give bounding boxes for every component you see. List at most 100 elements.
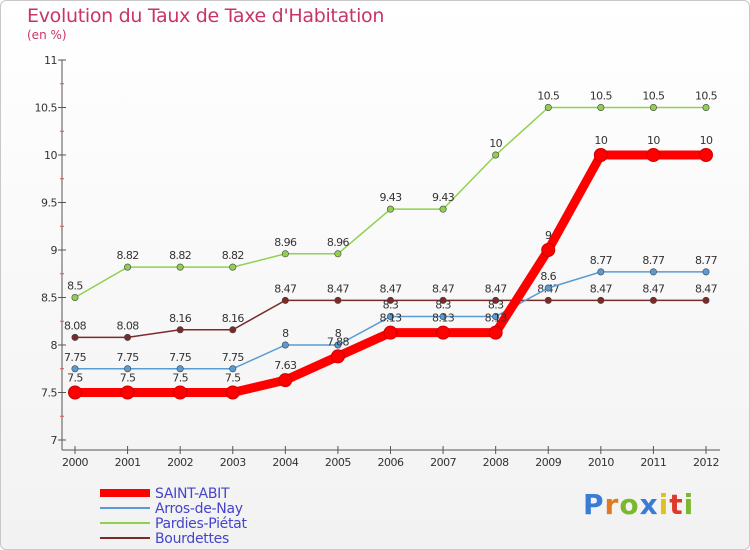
- data-label: 8.13: [379, 312, 402, 325]
- data-point: [492, 312, 500, 320]
- chart-title: Evolution du Taux de Taxe d'Habitation: [27, 5, 385, 27]
- data-label: 8.47: [590, 282, 613, 295]
- data-label: 8.77: [642, 254, 665, 267]
- x-tick-label: 2002: [167, 456, 193, 469]
- data-point: [330, 349, 345, 364]
- data-label: 8: [335, 327, 342, 340]
- data-point: [702, 268, 710, 276]
- data-label: 8.47: [642, 282, 665, 295]
- y-tick-label: 10.5: [35, 102, 58, 115]
- data-point: [699, 148, 713, 162]
- data-point: [439, 312, 447, 320]
- x-tick-label: 2012: [693, 456, 719, 469]
- data-label: 10: [594, 134, 607, 147]
- data-point: [71, 333, 79, 341]
- legend-label: SAINT-ABIT: [155, 486, 230, 502]
- data-label: 8.96: [274, 236, 297, 249]
- data-point: [124, 263, 132, 271]
- data-label: 8.82: [169, 249, 191, 262]
- x-tick-label: 2006: [378, 456, 404, 469]
- data-point: [229, 263, 237, 271]
- logo-letter: i: [658, 488, 670, 521]
- data-label: 7.5: [120, 372, 136, 385]
- data-label: 10.5: [590, 90, 613, 103]
- y-tick-label: 11: [44, 54, 57, 67]
- data-label: 9: [545, 229, 552, 242]
- data-point: [646, 148, 661, 162]
- x-tick-label: 2003: [220, 456, 246, 469]
- proxiti-logo[interactable]: Proxiti: [583, 488, 694, 521]
- x-tick-label: 2007: [430, 456, 456, 469]
- data-label: 8.82: [222, 249, 244, 262]
- chart-subtitle: (en %): [27, 28, 67, 42]
- data-label: 7.5: [67, 372, 83, 385]
- data-label: 8.6: [540, 270, 556, 283]
- data-point: [488, 325, 503, 340]
- data-label: 8.47: [485, 282, 508, 295]
- data-label: 10: [700, 134, 713, 147]
- data-point: [386, 205, 394, 213]
- data-point: [544, 284, 552, 292]
- data-point: [225, 385, 240, 400]
- data-point: [544, 296, 552, 304]
- x-tick-label: 2004: [272, 456, 298, 469]
- data-point: [649, 268, 657, 276]
- x-tick-label: 2009: [535, 456, 561, 469]
- data-label: 8.3: [435, 299, 451, 312]
- data-point: [334, 296, 342, 304]
- data-point: [439, 205, 447, 213]
- data-label: 8.47: [327, 282, 350, 295]
- data-label: 10: [489, 137, 502, 150]
- data-point: [597, 296, 605, 304]
- data-label: 7.63: [274, 359, 297, 372]
- data-label: 8.82: [117, 249, 139, 262]
- legend-label: Arros-de-Nay: [155, 501, 243, 517]
- y-tick-label: 9.5: [41, 197, 57, 210]
- data-point: [593, 148, 608, 162]
- logo-letter: o: [619, 488, 640, 521]
- data-point: [597, 268, 605, 276]
- data-point: [702, 296, 710, 304]
- data-point: [173, 385, 188, 400]
- data-point: [386, 312, 394, 320]
- data-label: 8.47: [432, 282, 455, 295]
- data-label: 8.77: [695, 254, 718, 267]
- data-point: [334, 341, 342, 349]
- data-label: 8.13: [485, 312, 508, 325]
- data-point: [436, 325, 451, 340]
- data-point: [71, 365, 79, 373]
- y-tick-label: 7: [51, 434, 58, 447]
- logo-letter: i: [683, 488, 695, 521]
- data-point: [649, 104, 657, 112]
- data-point: [281, 296, 289, 304]
- data-label: 10: [647, 134, 660, 147]
- data-point: [702, 104, 710, 112]
- data-label: 7.5: [172, 372, 188, 385]
- x-tick-label: 2008: [483, 456, 509, 469]
- data-label: 8: [282, 327, 289, 340]
- data-point: [278, 373, 293, 388]
- data-label: 8.16: [169, 312, 192, 325]
- data-label: 7.75: [222, 351, 245, 364]
- data-label: 10.5: [537, 90, 560, 103]
- data-point: [281, 250, 289, 258]
- data-point: [649, 296, 657, 304]
- data-label: 7.75: [169, 351, 192, 364]
- y-tick-label: 10: [44, 149, 57, 162]
- data-point: [541, 243, 556, 257]
- data-label: 10.5: [695, 90, 718, 103]
- x-tick-label: 2001: [115, 456, 141, 469]
- x-tick-label: 2005: [325, 456, 351, 469]
- data-label: 9.43: [379, 191, 402, 204]
- y-tick-label: 9: [51, 244, 58, 257]
- data-label: 8.47: [274, 282, 297, 295]
- data-label: 8.47: [695, 282, 718, 295]
- x-tick-label: 2000: [62, 456, 88, 469]
- y-tick-label: 8.5: [41, 292, 57, 305]
- data-point: [386, 296, 394, 304]
- data-point: [439, 296, 447, 304]
- data-point: [383, 325, 398, 340]
- data-label: 8.08: [117, 319, 140, 332]
